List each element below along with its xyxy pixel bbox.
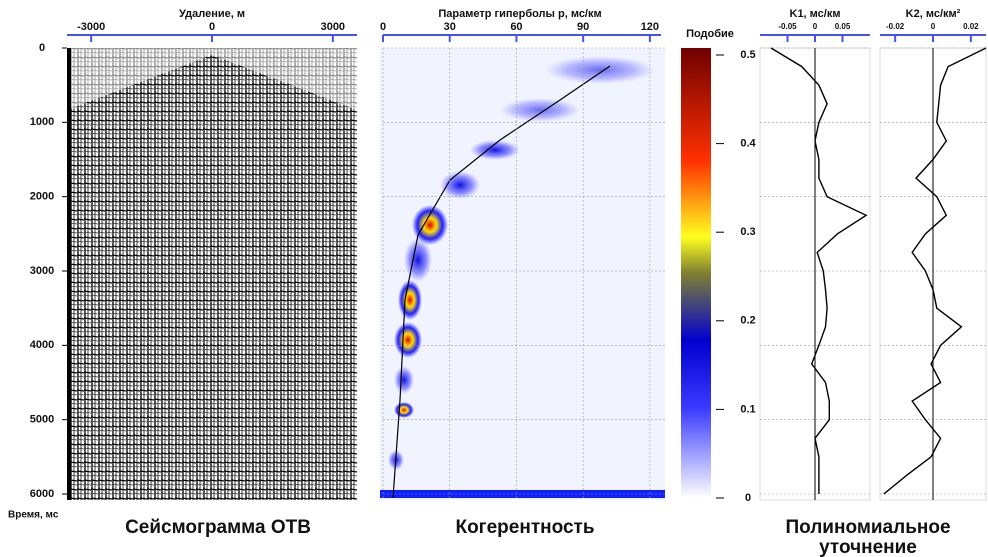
time-axis-label: Время, мс <box>8 510 59 521</box>
seismogram-edge <box>67 48 71 500</box>
coherence-caption: Когерентность <box>455 517 594 538</box>
colorbar-title: Подобие <box>686 28 734 40</box>
colorbar-tick-label: 0.1 <box>740 403 755 415</box>
coherence-trend <box>392 65 611 499</box>
y-tick-label: 2000 <box>30 191 54 203</box>
y-tick-label: 5000 <box>30 414 54 426</box>
x-tick-label: 0 <box>813 22 818 31</box>
x-tick-label: 3000 <box>321 21 345 33</box>
seismogram-title: Удаление, м <box>179 8 245 20</box>
x-tick-label: 30 <box>444 21 456 33</box>
x-tick-label: 120 <box>641 21 659 33</box>
refinement-caption: уточнение <box>819 537 917 557</box>
seismogram-top <box>67 48 357 110</box>
colorbar-tick-label: 0 <box>745 492 751 504</box>
x-tick-label: 0 <box>209 21 215 33</box>
x-tick-label: -0.02 <box>886 22 905 31</box>
colorbar-tick-label: 0.2 <box>740 315 755 327</box>
y-tick-label: 1000 <box>30 116 54 128</box>
colorbar-tick-label: 0.4 <box>740 138 756 150</box>
x-tick-label: 60 <box>510 21 522 33</box>
x-tick-label: 0 <box>380 21 386 33</box>
y-tick-label: 0 <box>39 42 45 54</box>
y-tick-label: 3000 <box>30 265 54 277</box>
y-tick-label: 4000 <box>30 339 54 351</box>
x-tick-label: 0 <box>931 22 936 31</box>
x-tick-label: -3000 <box>77 21 105 33</box>
colorbar-tick-label: 0.3 <box>740 226 755 238</box>
k2-curve <box>883 47 987 495</box>
x-tick-label: -0.05 <box>778 22 797 31</box>
x-tick-label: 0.02 <box>963 22 979 31</box>
seismogram-image <box>67 48 357 500</box>
y-tick-label: 6000 <box>30 488 54 500</box>
k1-title: K1, мс/км <box>790 8 841 20</box>
coherence-title: Параметр гиперболы p, мс/км <box>438 8 601 20</box>
refinement-caption: Полиномиальное <box>785 517 950 538</box>
x-tick-label: 90 <box>577 21 589 33</box>
colorbar <box>681 48 711 498</box>
x-tick-label: 0.05 <box>835 22 851 31</box>
k2-title: K2, мс/км² <box>906 8 961 20</box>
seismogram-caption: Сейсмограмма ОТВ <box>125 517 311 538</box>
colorbar-tick-label: 0.5 <box>740 49 755 61</box>
k1-curve <box>770 47 868 494</box>
